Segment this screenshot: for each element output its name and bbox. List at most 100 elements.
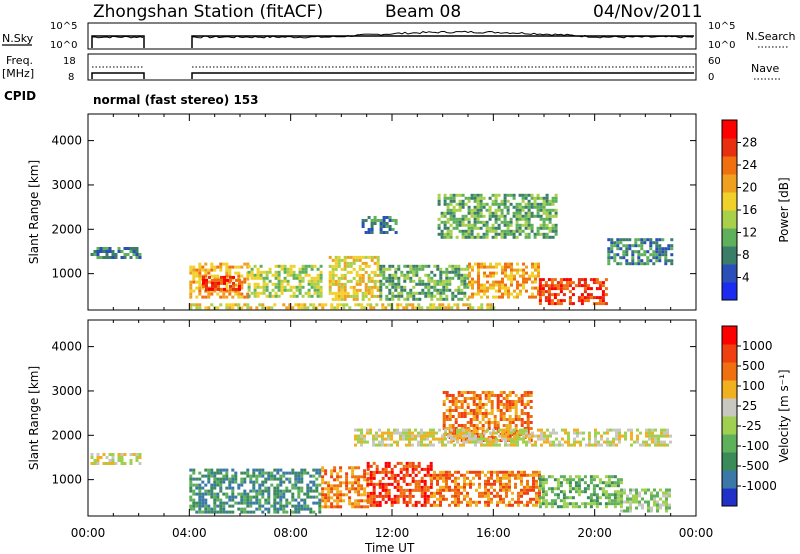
power-echo-cell — [604, 302, 608, 306]
velocity-echo-cell — [653, 500, 656, 504]
power-echo-cell — [548, 199, 552, 203]
power-echo-cell — [313, 291, 317, 295]
velocity-echo-cell — [243, 498, 247, 502]
power-echo-cell — [427, 294, 431, 298]
velocity-echo-cell — [309, 486, 313, 490]
power-echo-cell — [310, 279, 314, 283]
velocity-echo-cell — [468, 431, 471, 435]
velocity-echo-cell — [448, 427, 452, 430]
velocity-echo-cell — [393, 479, 397, 483]
power-echo-cell — [489, 265, 492, 269]
power-echo-cell — [400, 273, 404, 277]
power-echo-cell — [310, 264, 314, 268]
power-echo-cell — [222, 262, 226, 266]
velocity-echo-cell — [553, 493, 557, 497]
power-echo-cell — [530, 193, 534, 197]
velocity-echo-cell — [336, 496, 340, 500]
power-echo-cell — [120, 256, 124, 259]
velocity-echo-cell — [517, 400, 521, 403]
velocity-echo-cell — [445, 473, 448, 477]
power-echo-cell — [531, 280, 534, 284]
power-echo-cell — [430, 276, 434, 280]
velocity-echo-cell — [535, 473, 538, 477]
power-echo-cell — [610, 244, 614, 248]
velocity-echo-cell — [502, 391, 506, 394]
power-echo-cell — [466, 267, 470, 271]
power-echo-cell — [530, 196, 534, 200]
power-echo-cell — [331, 282, 335, 286]
velocity-echo-cell — [402, 428, 405, 432]
velocity-echo-cell — [531, 443, 534, 447]
velocity-echo-cell — [502, 406, 506, 409]
power-echo-cell — [382, 273, 386, 277]
cpid-text: normal (fast stereo) 153 — [93, 93, 259, 107]
velocity-echo-cell — [420, 443, 423, 447]
velocity-echo-cell — [465, 434, 468, 438]
power-echo-cell — [495, 262, 498, 266]
power-echo-cell — [498, 295, 501, 299]
power-echo-cell — [391, 294, 395, 298]
velocity-echo-cell — [460, 427, 464, 430]
power-echo-cell — [213, 274, 217, 278]
velocity-echo-cell — [502, 476, 505, 480]
power-echo-cell — [610, 247, 614, 251]
velocity-echo-cell — [501, 437, 504, 441]
velocity-echo-cell — [243, 507, 247, 511]
velocity-echo-cell — [309, 489, 313, 493]
velocity-echo-cell — [438, 428, 441, 432]
velocity-echo-cell — [417, 464, 421, 468]
velocity-echo-cell — [360, 440, 363, 444]
velocity-echo-cell — [135, 456, 139, 459]
power-echo-cell — [437, 223, 441, 227]
power-echo-cell — [601, 290, 605, 294]
velocity-echo-cell — [411, 437, 414, 441]
freq-unit-label: [MHz] — [2, 67, 34, 80]
velocity-echo-cell — [478, 485, 481, 489]
velocity-echo-cell — [478, 409, 482, 412]
velocity-echo-cell — [522, 437, 525, 441]
power-echo-cell — [512, 193, 516, 197]
power-echo-cell — [253, 285, 257, 289]
velocity-echo-cell — [538, 484, 542, 488]
power-echo-cell — [205, 281, 208, 285]
power-echo-cell — [545, 196, 549, 200]
velocity-echo-cell — [360, 428, 363, 432]
velocity-echo-cell — [538, 497, 541, 501]
velocity-echo-cell — [339, 466, 343, 470]
velocity-echo-cell — [499, 394, 503, 397]
velocity-echo-cell — [216, 471, 220, 475]
power-echo-cell — [328, 285, 332, 289]
velocity-echo-cell — [546, 440, 549, 444]
velocity-echo-cell — [453, 437, 456, 441]
velocity-echo-cell — [484, 491, 487, 495]
power-echo-cell — [551, 208, 555, 212]
power-echo-cell — [214, 284, 217, 288]
power-echo-cell — [189, 289, 193, 293]
power-echo-cell — [510, 262, 513, 266]
velocity-echo-cell — [647, 509, 650, 513]
velocity-echo-cell — [508, 400, 512, 403]
power-echo-cell — [213, 268, 217, 272]
velocity-echo-cell — [541, 484, 545, 488]
power-echo-cell — [518, 214, 522, 218]
velocity-echo-cell — [514, 400, 518, 403]
power-echo-cell — [394, 270, 398, 274]
power-echo-cell — [198, 277, 202, 281]
velocity-echo-cell — [433, 470, 436, 474]
velocity-echo-cell — [522, 428, 525, 432]
velocity-echo-cell — [276, 495, 280, 499]
power-echo-cell — [135, 250, 139, 253]
power-echo-cell — [446, 217, 450, 221]
power-echo-cell — [625, 250, 629, 254]
power-echo-cell — [592, 278, 596, 282]
velocity-echo-cell — [261, 483, 265, 487]
velocity-echo-cell — [357, 466, 361, 470]
power-echo-cell — [488, 226, 492, 230]
velocity-echo-cell — [198, 489, 202, 493]
power-echo-cell — [559, 302, 563, 306]
power-echo-cell — [551, 214, 555, 218]
power-echo-cell — [277, 285, 281, 289]
velocity-echo-cell — [267, 471, 271, 475]
velocity-echo-cell — [469, 500, 472, 504]
power-echo-cell — [331, 279, 335, 283]
